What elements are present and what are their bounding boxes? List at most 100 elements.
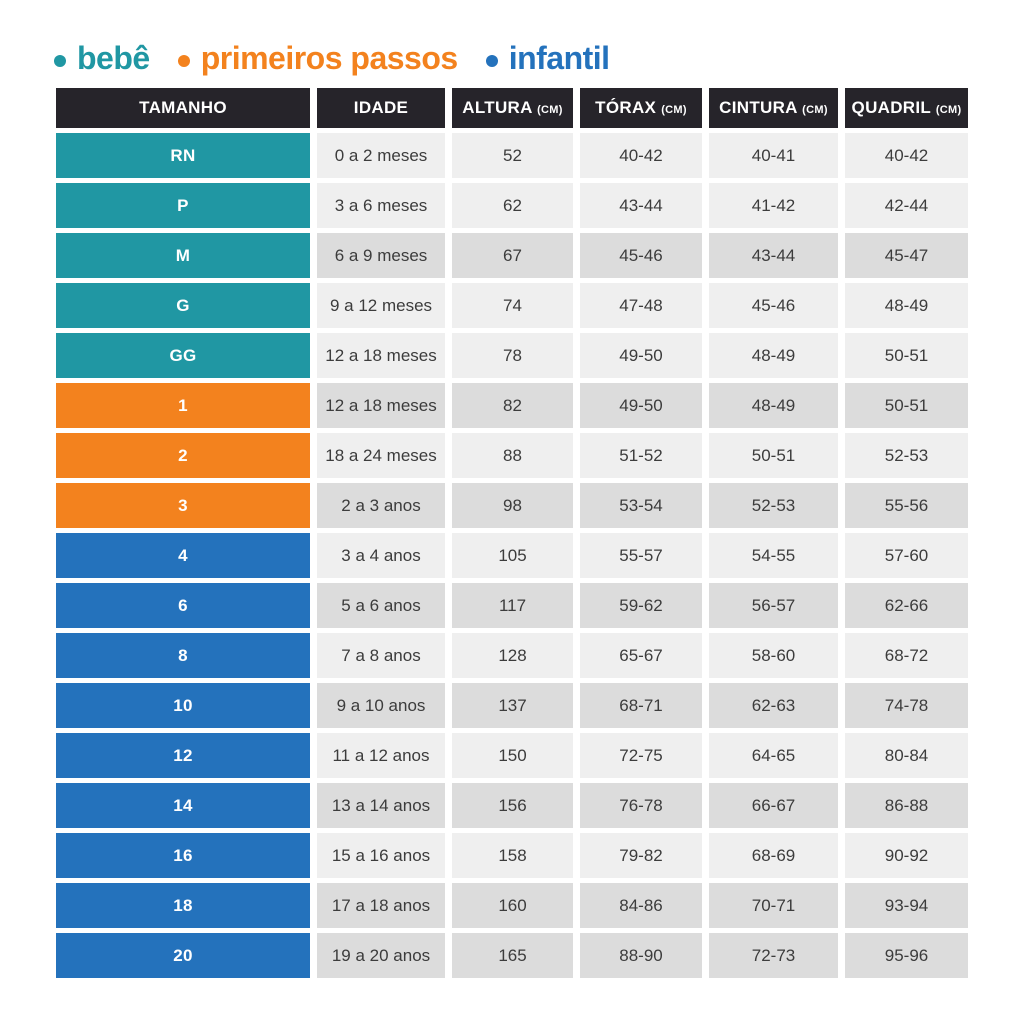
cintura-cell: 41-42 xyxy=(709,183,838,228)
idade-cell: 5 a 6 anos xyxy=(317,583,445,628)
table-row: G 9 a 12 meses 74 47-48 45-46 48-49 xyxy=(56,283,968,328)
table-row: M 6 a 9 meses 67 45-46 43-44 45-47 xyxy=(56,233,968,278)
quadril-cell: 95-96 xyxy=(845,933,968,978)
column-header-cintura: CINTURA (CM) xyxy=(709,88,838,128)
torax-cell: 84-86 xyxy=(580,883,702,928)
bullet-dot-icon xyxy=(54,54,66,67)
cintura-cell: 68-69 xyxy=(709,833,838,878)
quadril-cell: 48-49 xyxy=(845,283,968,328)
cintura-cell: 48-49 xyxy=(709,333,838,378)
size-chart-table: TAMANHO IDADE ALTURA (CM) TÓRAX (CM) CIN… xyxy=(49,83,975,983)
torax-cell: 53-54 xyxy=(580,483,702,528)
size-cell: 14 xyxy=(56,783,310,828)
column-header-idade: IDADE xyxy=(317,88,445,128)
cintura-cell: 40-41 xyxy=(709,133,838,178)
torax-cell: 88-90 xyxy=(580,933,702,978)
idade-cell: 9 a 10 anos xyxy=(317,683,445,728)
altura-cell: 160 xyxy=(452,883,573,928)
altura-cell: 117 xyxy=(452,583,573,628)
cintura-cell: 62-63 xyxy=(709,683,838,728)
quadril-cell: 55-56 xyxy=(845,483,968,528)
table-row: 10 9 a 10 anos 137 68-71 62-63 74-78 xyxy=(56,683,968,728)
altura-cell: 67 xyxy=(452,233,573,278)
quadril-cell: 90-92 xyxy=(845,833,968,878)
altura-cell: 158 xyxy=(452,833,573,878)
altura-cell: 137 xyxy=(452,683,573,728)
quadril-cell: 40-42 xyxy=(845,133,968,178)
torax-cell: 43-44 xyxy=(580,183,702,228)
table-row: 1 12 a 18 meses 82 49-50 48-49 50-51 xyxy=(56,383,968,428)
header-row: TAMANHO IDADE ALTURA (CM) TÓRAX (CM) CIN… xyxy=(56,88,968,128)
quadril-cell: 57-60 xyxy=(845,533,968,578)
idade-cell: 2 a 3 anos xyxy=(317,483,445,528)
cintura-cell: 50-51 xyxy=(709,433,838,478)
size-cell: 2 xyxy=(56,433,310,478)
bullet-dot-icon xyxy=(177,54,190,67)
idade-cell: 15 a 16 anos xyxy=(317,833,445,878)
idade-cell: 9 a 12 meses xyxy=(317,283,445,328)
torax-cell: 40-42 xyxy=(580,133,702,178)
altura-cell: 150 xyxy=(452,733,573,778)
idade-cell: 13 a 14 anos xyxy=(317,783,445,828)
table-row: 18 17 a 18 anos 160 84-86 70-71 93-94 xyxy=(56,883,968,928)
cintura-cell: 72-73 xyxy=(709,933,838,978)
column-header-quadril: QUADRIL (CM) xyxy=(845,88,968,128)
legend-label-infantil: infantil xyxy=(508,40,610,76)
table-row: 6 5 a 6 anos 117 59-62 56-57 62-66 xyxy=(56,583,968,628)
quadril-cell: 86-88 xyxy=(845,783,968,828)
idade-cell: 7 a 8 anos xyxy=(317,633,445,678)
cintura-cell: 54-55 xyxy=(709,533,838,578)
quadril-cell: 45-47 xyxy=(845,233,968,278)
altura-cell: 78 xyxy=(452,333,573,378)
table-row: RN 0 a 2 meses 52 40-42 40-41 40-42 xyxy=(56,133,968,178)
cintura-cell: 58-60 xyxy=(709,633,838,678)
table-row: 16 15 a 16 anos 158 79-82 68-69 90-92 xyxy=(56,833,968,878)
table-row: 20 19 a 20 anos 165 88-90 72-73 95-96 xyxy=(56,933,968,978)
altura-cell: 165 xyxy=(452,933,573,978)
size-cell: 20 xyxy=(56,933,310,978)
column-header-altura: ALTURA (CM) xyxy=(452,88,573,128)
altura-cell: 82 xyxy=(452,383,573,428)
idade-cell: 19 a 20 anos xyxy=(317,933,445,978)
altura-cell: 105 xyxy=(452,533,573,578)
cintura-cell: 64-65 xyxy=(709,733,838,778)
size-cell: 3 xyxy=(56,483,310,528)
altura-cell: 156 xyxy=(452,783,573,828)
column-header-tamanho: TAMANHO xyxy=(56,88,310,128)
size-cell: 6 xyxy=(56,583,310,628)
torax-cell: 45-46 xyxy=(580,233,702,278)
table-row: 12 11 a 12 anos 150 72-75 64-65 80-84 xyxy=(56,733,968,778)
cintura-cell: 66-67 xyxy=(709,783,838,828)
legend: bebê primeiros passos infantil xyxy=(54,40,610,77)
size-cell: 12 xyxy=(56,733,310,778)
size-cell: 16 xyxy=(56,833,310,878)
table-row: 4 3 a 4 anos 105 55-57 54-55 57-60 xyxy=(56,533,968,578)
idade-cell: 3 a 6 meses xyxy=(317,183,445,228)
cintura-cell: 45-46 xyxy=(709,283,838,328)
size-cell: 1 xyxy=(56,383,310,428)
table-body: RN 0 a 2 meses 52 40-42 40-41 40-42 P 3 … xyxy=(56,133,968,978)
size-cell: 18 xyxy=(56,883,310,928)
cintura-cell: 56-57 xyxy=(709,583,838,628)
torax-cell: 55-57 xyxy=(580,533,702,578)
altura-cell: 52 xyxy=(452,133,573,178)
quadril-cell: 93-94 xyxy=(845,883,968,928)
size-cell: G xyxy=(56,283,310,328)
table-row: 2 18 a 24 meses 88 51-52 50-51 52-53 xyxy=(56,433,968,478)
torax-cell: 68-71 xyxy=(580,683,702,728)
torax-cell: 65-67 xyxy=(580,633,702,678)
torax-cell: 51-52 xyxy=(580,433,702,478)
torax-cell: 47-48 xyxy=(580,283,702,328)
idade-cell: 12 a 18 meses xyxy=(317,333,445,378)
table-row: 8 7 a 8 anos 128 65-67 58-60 68-72 xyxy=(56,633,968,678)
bullet-dot-icon xyxy=(485,54,498,67)
table-row: P 3 a 6 meses 62 43-44 41-42 42-44 xyxy=(56,183,968,228)
torax-cell: 76-78 xyxy=(580,783,702,828)
cintura-cell: 48-49 xyxy=(709,383,838,428)
torax-cell: 59-62 xyxy=(580,583,702,628)
size-cell: RN xyxy=(56,133,310,178)
torax-cell: 72-75 xyxy=(580,733,702,778)
size-cell: M xyxy=(56,233,310,278)
idade-cell: 12 a 18 meses xyxy=(317,383,445,428)
altura-cell: 98 xyxy=(452,483,573,528)
